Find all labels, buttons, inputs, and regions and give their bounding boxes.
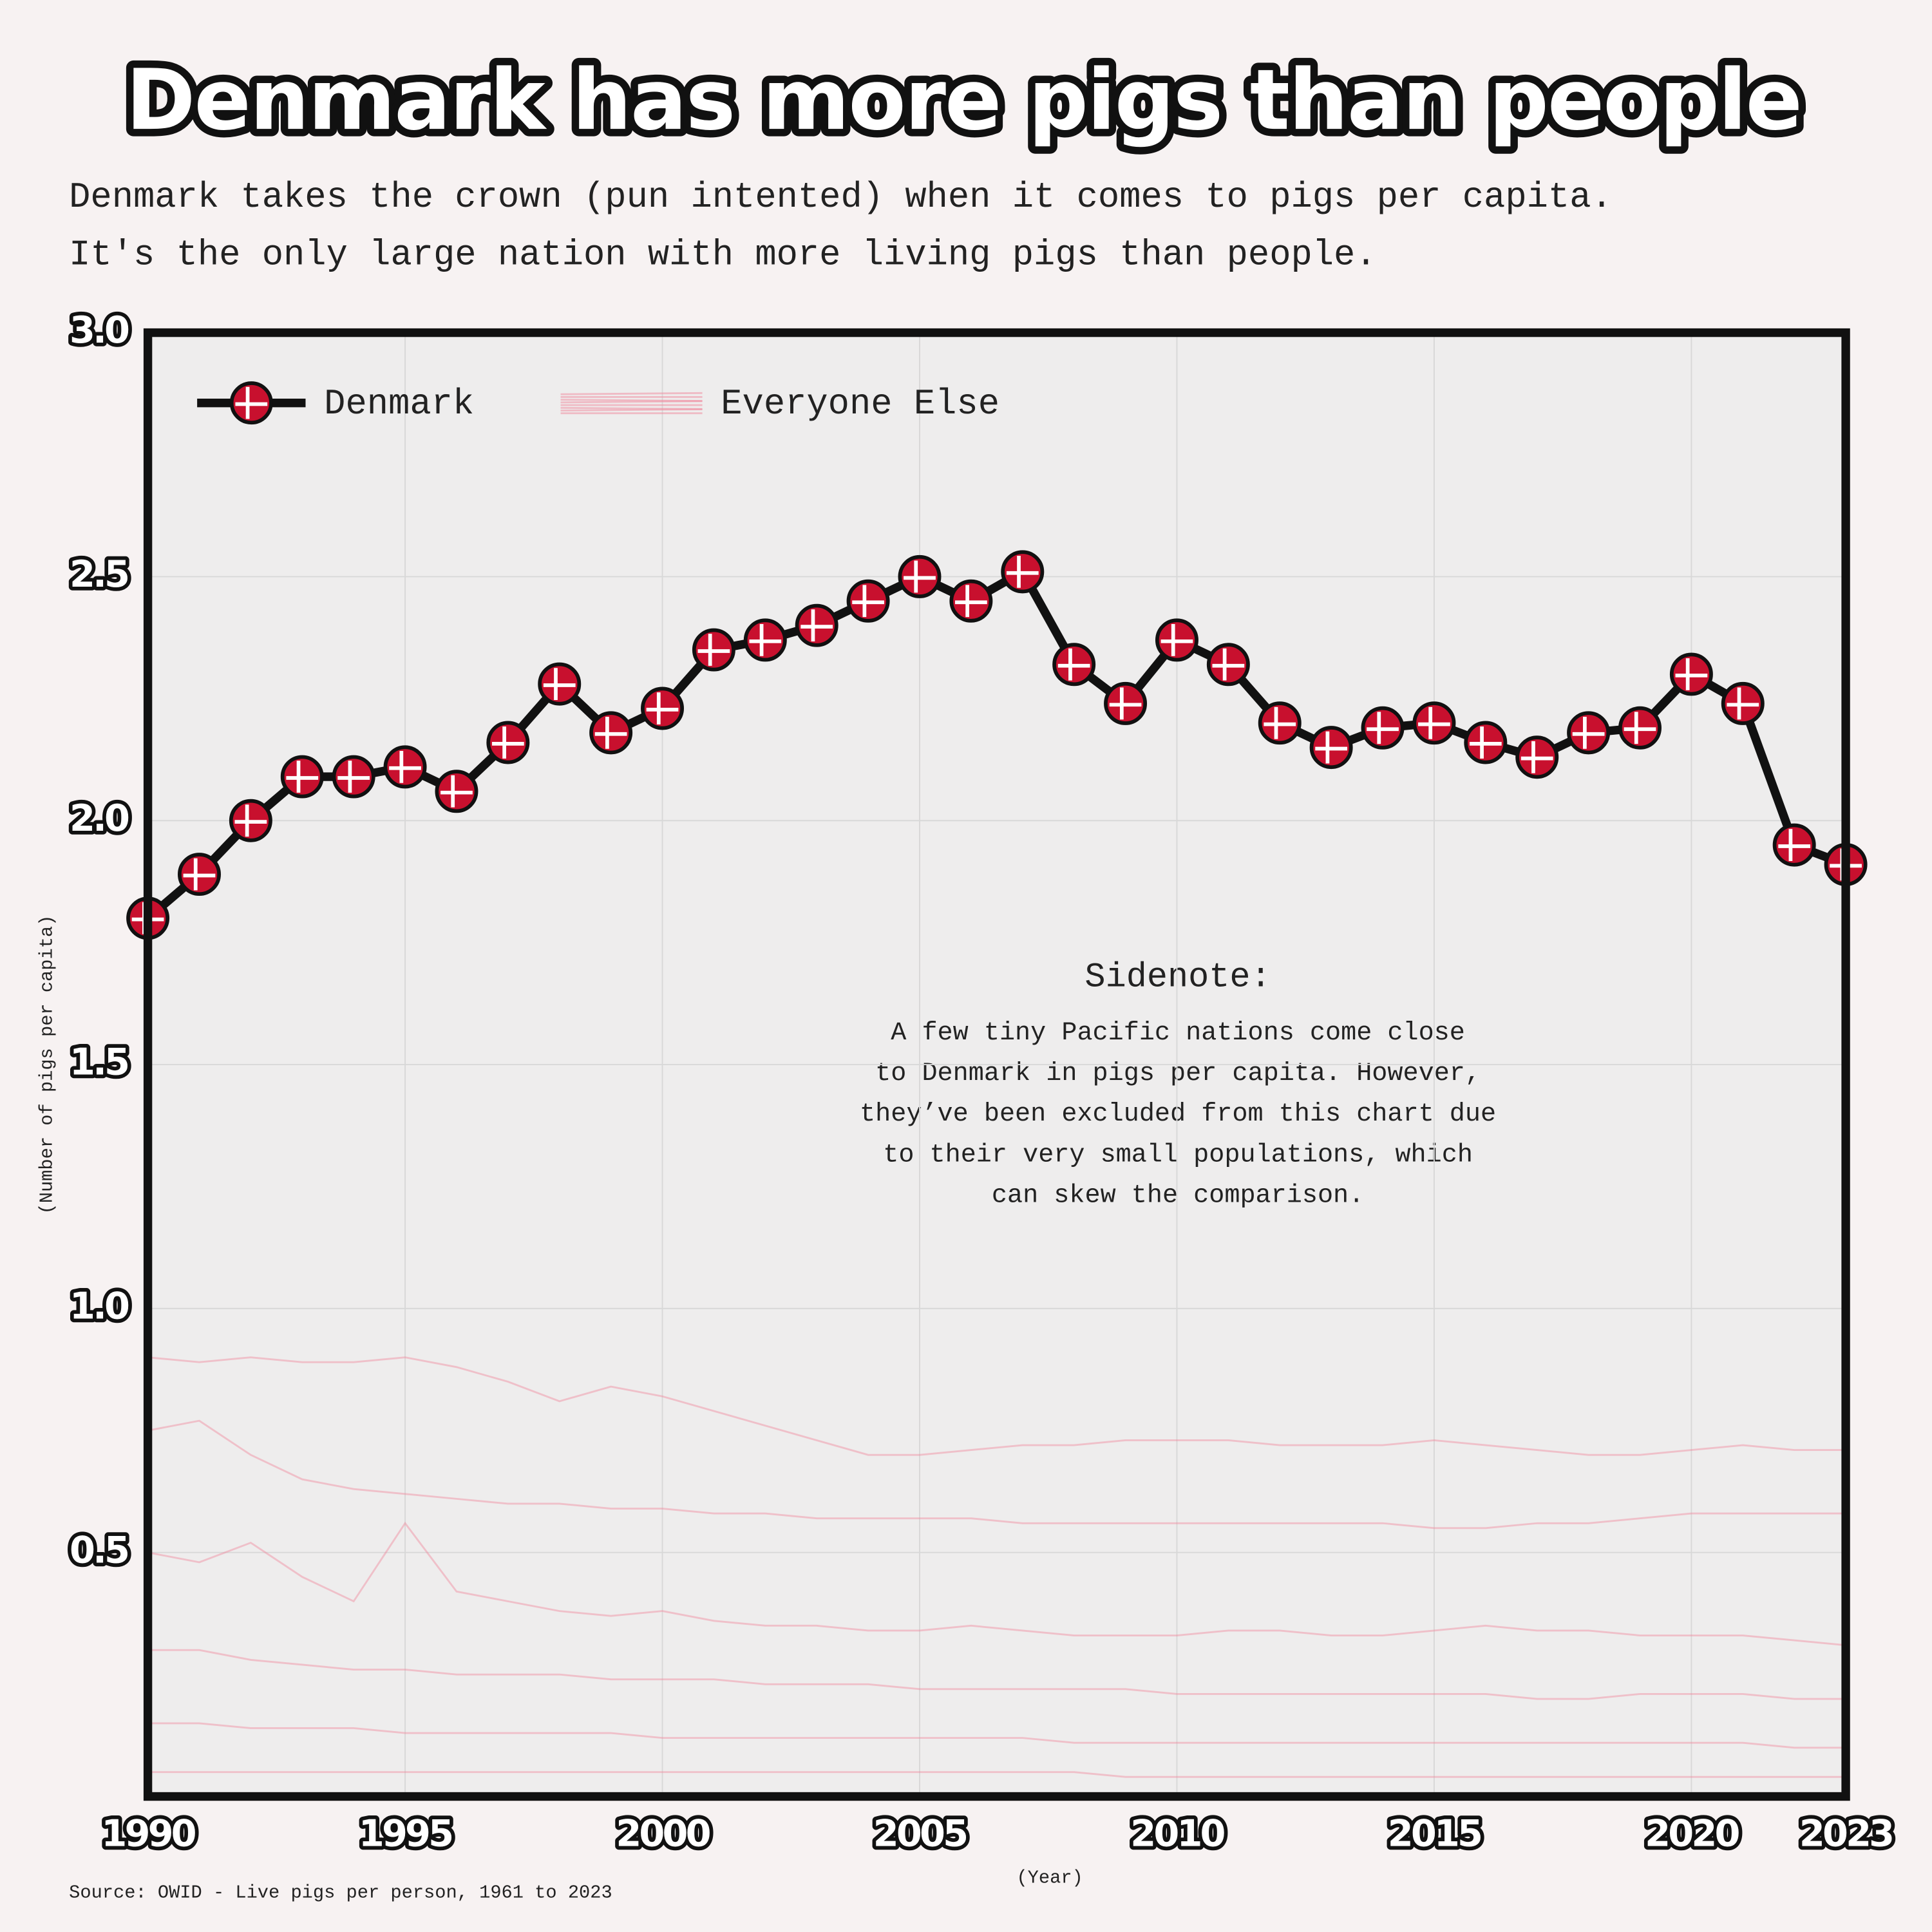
y-axis-label: (Number of pigs per capita) [36, 915, 57, 1215]
plot: A few tiny Pacific nations come close to … [66, 305, 1899, 1859]
y-tick-label: 0.5 [70, 1528, 128, 1571]
annotation-title: Sidenote: [1084, 958, 1271, 997]
background-line [147, 1771, 1846, 1778]
y-tick-label: 2.5 [70, 553, 128, 596]
y-tick-label: 2.0 [70, 797, 129, 840]
x-tick-label: 2023 [1799, 1812, 1892, 1855]
subtitle: It's the only large nation with more liv… [69, 235, 1377, 276]
x-tick-label: 2000 [616, 1812, 710, 1855]
legend-label: Denmark [324, 384, 474, 424]
y-tick-label: 1.5 [70, 1041, 128, 1084]
x-tick-label: 1995 [359, 1812, 451, 1855]
legend-swatch [560, 408, 703, 412]
background-line [147, 1356, 1846, 1456]
x-tick-label: 2005 [873, 1812, 966, 1855]
annotation-line: they’ve been excluded from this chart du… [860, 1100, 1496, 1129]
background-line [147, 1521, 1846, 1647]
subtitle: Denmark takes the crown (pun intented) w… [69, 177, 1613, 218]
chart-title: Denmark has more pigs than people [126, 51, 1801, 149]
legend-swatch [560, 392, 703, 395]
plot-frame [143, 328, 1850, 1801]
x-tick-label: 2015 [1388, 1812, 1481, 1855]
annotation-line: can skew the comparison. [992, 1181, 1364, 1210]
legend-swatch [560, 400, 703, 404]
x-tick-label: 1990 [101, 1812, 195, 1855]
annotation-line: to their very small populations, which [883, 1141, 1473, 1170]
y-tick-label: 1.0 [70, 1284, 129, 1327]
x-tick-label: 2010 [1130, 1812, 1224, 1855]
background-line [147, 1419, 1846, 1530]
background-line [147, 1649, 1846, 1700]
x-axis-label: (Year) [1016, 1867, 1083, 1888]
legend-label: Everyone Else [721, 384, 999, 424]
x-tick-label: 2020 [1645, 1812, 1739, 1855]
y-tick-label: 3.0 [70, 308, 129, 352]
source: Source: OWID - Live pigs per person, 196… [69, 1882, 612, 1903]
series-line [145, 567, 1848, 922]
annotation-line: to Denmark in pigs per capita. However, [875, 1059, 1481, 1088]
annotation-line: A few tiny Pacific nations come close [891, 1019, 1465, 1048]
background-line [147, 1722, 1846, 1749]
